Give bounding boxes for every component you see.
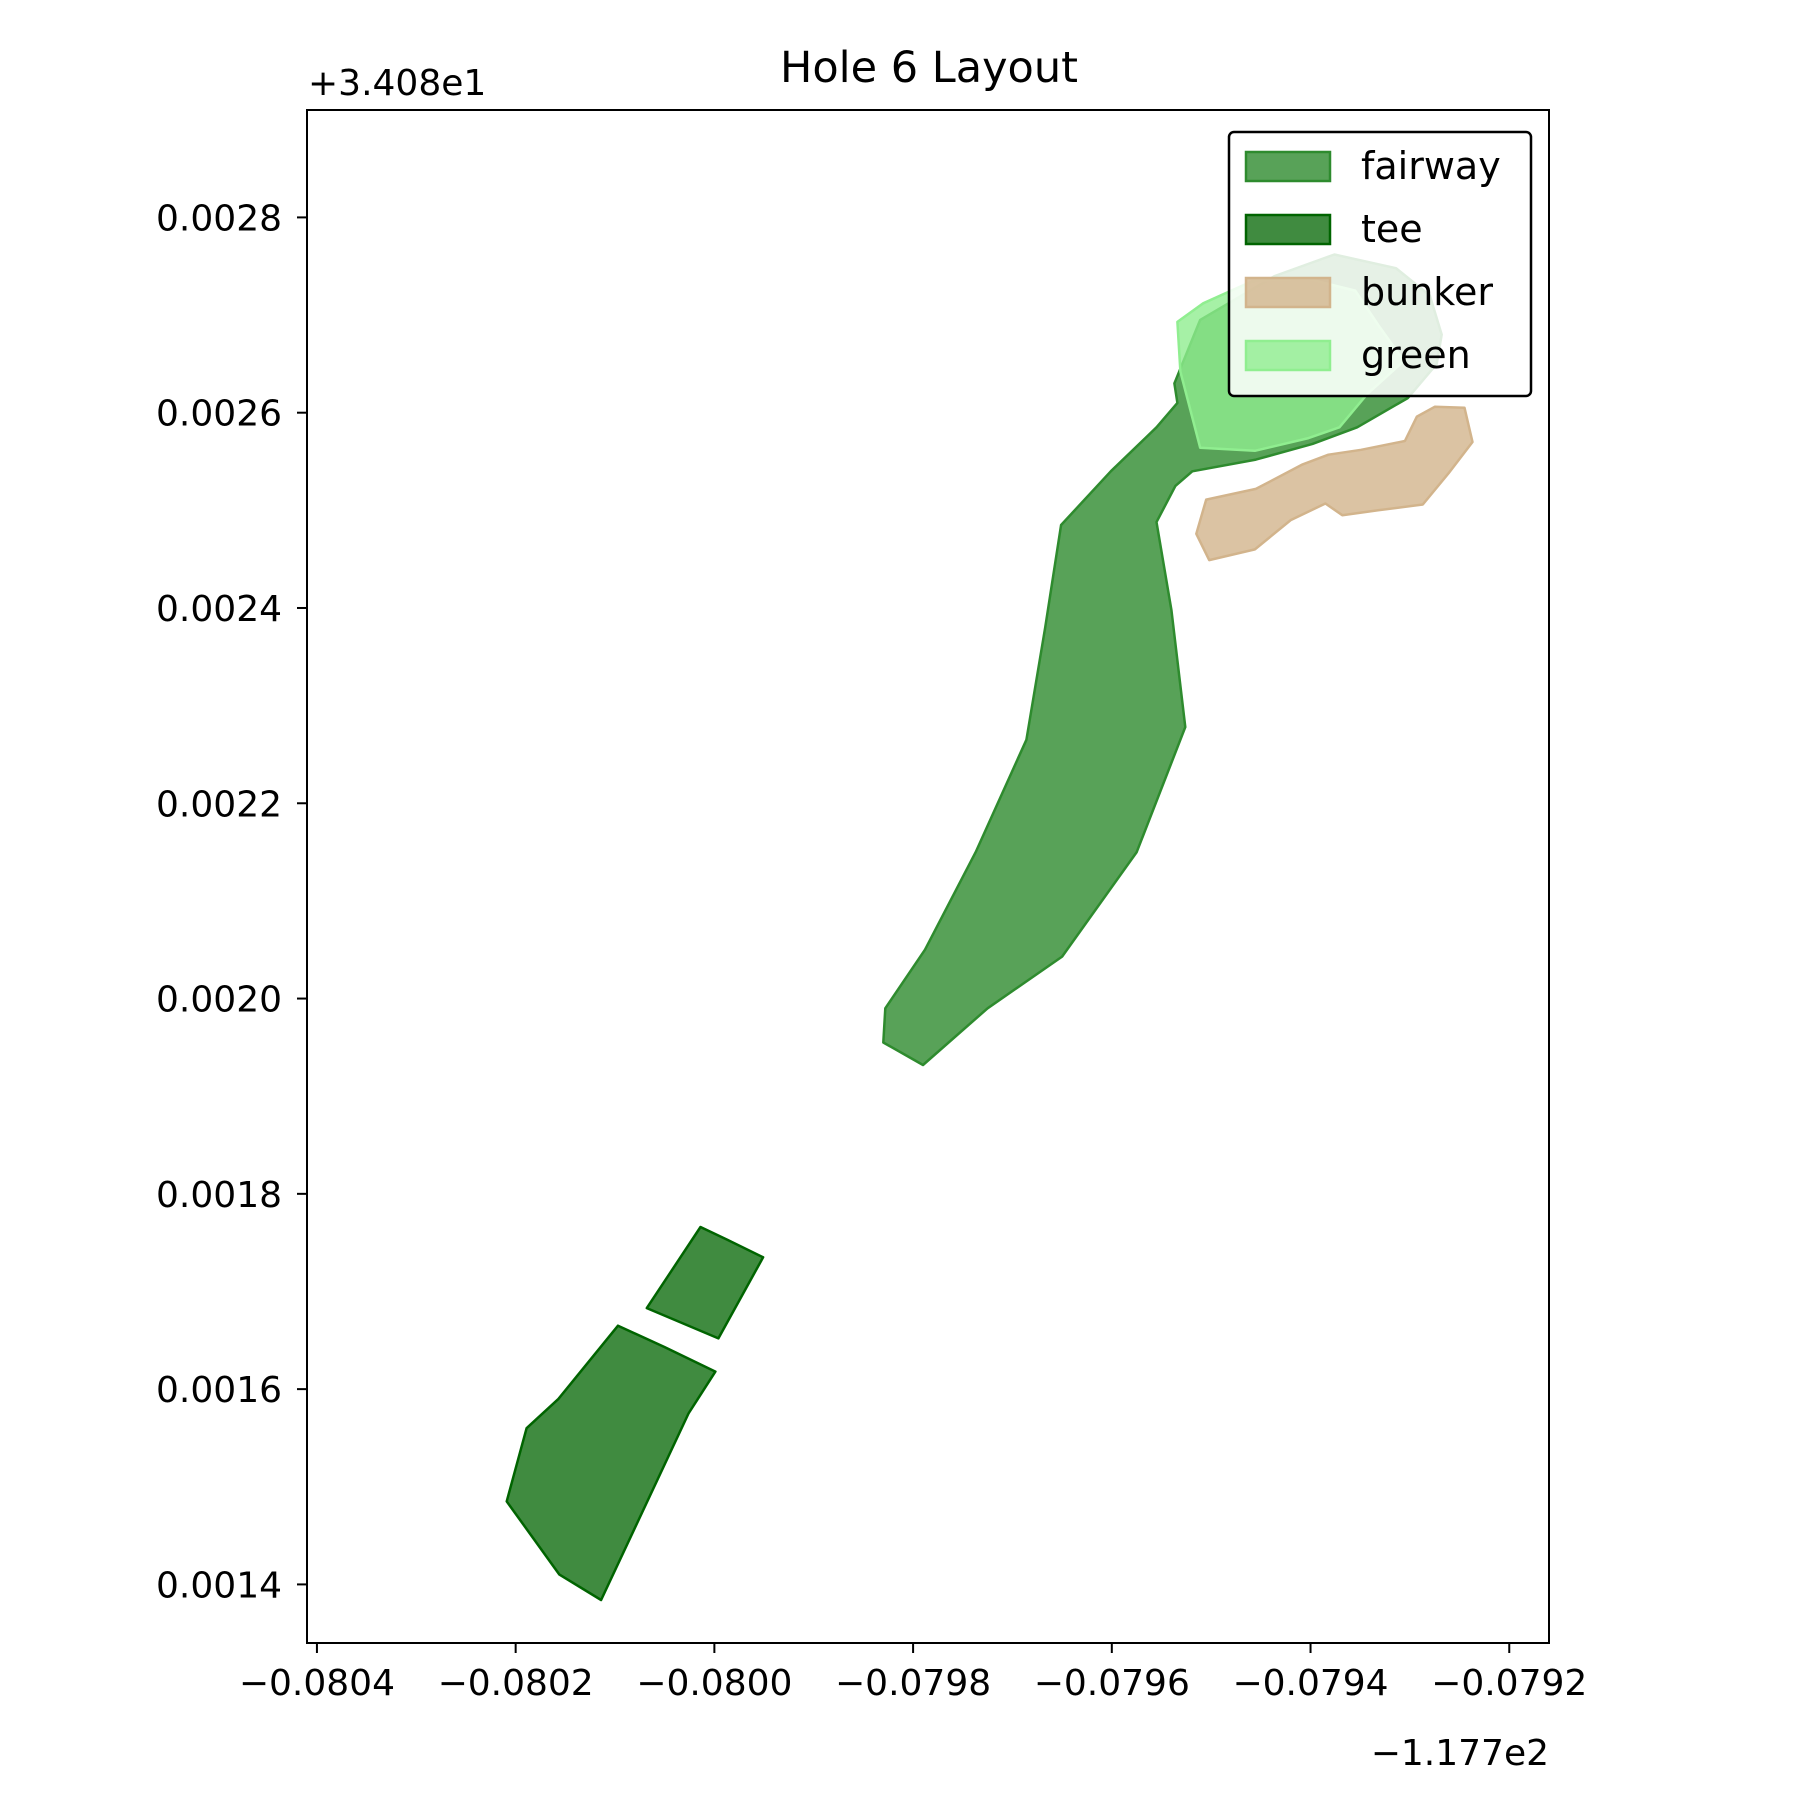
y-axis: 0.0014 0.0016 0.0018 0.0020 0.0022 0.0024 0.00… [156,198,307,1606]
legend-swatch-green [1244,339,1332,372]
y-tick-label: 0.0014 [156,1565,282,1606]
legend-label-green: green [1361,333,1471,377]
y-offset-label: +3.408e1 [308,63,486,104]
x-tick-label: −0.0796 [1034,1663,1190,1704]
tee-polygon-2 [645,1225,765,1340]
x-tick-label: −0.0794 [1232,1663,1388,1704]
legend-box [1227,130,1533,398]
legend-label-bunker: bunker [1361,270,1493,314]
x-axis: −0.0804 −0.0802 −0.0800 −0.0798 −0.0796 −0.07… [239,1643,1587,1704]
y-tick-label: 0.0028 [156,198,282,239]
legend-swatch-bunker [1244,276,1332,309]
bunker-polygon-3 [1195,405,1474,562]
legend-label-fairway: fairway [1361,144,1501,188]
x-tick-label: −0.0802 [438,1663,594,1704]
legend: fairway tee bunker green [1227,130,1533,398]
y-tick-label: 0.0026 [156,394,282,435]
y-tick-label: 0.0022 [156,784,282,825]
y-tick-label: 0.0016 [156,1370,282,1411]
legend-swatch-fairway [1244,150,1332,183]
x-tick-label: −0.0800 [636,1663,792,1704]
tee-polygon-1 [505,1324,717,1602]
x-tick-label: −0.0792 [1431,1663,1587,1704]
y-tick-label: 0.0024 [156,589,282,630]
x-tick-label: −0.0798 [835,1663,991,1704]
legend-swatch-tee [1244,213,1332,246]
chart-title: Hole 6 Layout [780,43,1078,93]
y-tick-label: 0.0020 [156,980,282,1021]
y-tick-label: 0.0018 [156,1175,282,1216]
x-offset-label: −1.177e2 [1371,1733,1549,1774]
x-tick-label: −0.0804 [239,1663,395,1704]
legend-label-tee: tee [1361,207,1423,251]
plot-frame [306,109,1550,1644]
